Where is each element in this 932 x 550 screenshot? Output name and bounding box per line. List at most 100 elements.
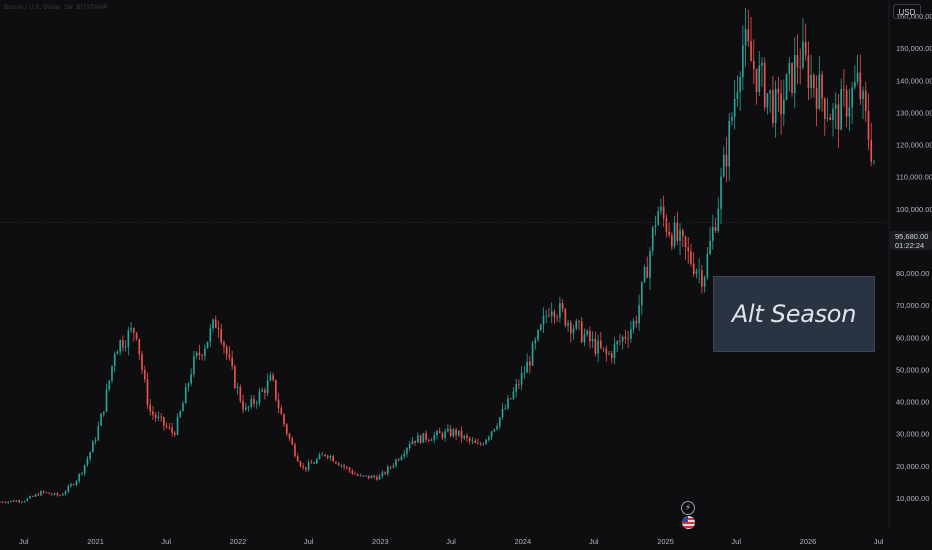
candle-body [285,424,288,434]
x-tick-label: Jul [19,537,29,546]
candle-body [414,440,416,443]
x-tick-label: Jul [446,537,456,546]
candle-body [556,317,558,319]
candle-body [624,336,627,339]
x-tick-label: Jul [589,537,599,546]
alt-season-box[interactable]: Alt Season [713,276,875,352]
candle-body [780,93,782,115]
candle-body [518,384,520,385]
candle-body [867,110,870,141]
candle-body [564,309,567,326]
candle-body [318,454,321,460]
candle-body [152,411,154,415]
candle-body [94,440,97,442]
currency-selector[interactable]: USD [893,4,921,19]
candle-body [474,440,477,443]
candle-body [602,347,605,349]
candle-body [630,329,632,339]
us-flag-icon[interactable] [682,516,695,529]
candle-body [100,413,102,426]
candle-body [346,467,348,468]
candle-body [731,116,733,121]
candle-body [294,444,296,457]
candle-body [545,315,548,317]
candle-body [436,431,438,436]
candle-body [326,455,329,458]
candle-body [635,320,638,324]
candle-body [864,90,867,111]
candle-body [755,68,758,93]
candle-body [253,398,255,404]
y-tick-label: 120,000.00 [896,141,932,150]
candle-body [509,398,512,400]
candle-body [681,230,684,237]
candle-body [102,411,105,414]
candle-body [307,462,310,470]
candle-body [247,406,250,408]
candle-body [862,90,864,99]
candle-body [220,329,223,343]
y-tick-label: 160,000.00 [896,12,932,21]
candle-body [154,414,157,419]
candle-body [829,117,832,121]
candle-body [600,340,602,348]
candle-body [157,416,160,419]
candle-body [195,352,198,357]
candle-body [859,72,862,99]
candle-body [234,366,236,389]
candle-body [362,475,365,477]
x-tick-label: Jul [161,537,171,546]
candle-body [430,440,433,441]
candle-body [61,494,64,496]
candle-body [823,98,826,119]
candle-body [479,443,482,445]
candle-body [550,311,553,316]
candle-body [676,222,679,241]
candle-body [501,409,504,418]
candle-body [490,431,493,437]
candle-body [400,456,403,460]
candle-body [223,342,225,347]
candle-body [190,374,192,384]
candle-body [348,467,351,471]
candle-body [534,339,537,344]
candle-body [367,475,370,479]
candle-body [143,369,146,380]
y-tick-label: 100,000.00 [896,205,932,214]
candle-body [843,89,845,91]
candle-body [821,74,823,99]
candle-body [275,379,277,400]
candle-body [698,270,700,272]
candle-body [692,263,695,274]
candle-body [482,443,485,445]
candle-body [23,501,26,502]
candle-body [365,475,367,477]
candle-body [763,62,766,108]
candle-body [569,322,572,334]
candle-body [359,475,362,477]
candle-body [381,472,384,476]
candle-body [638,305,640,324]
candle-body [717,208,720,232]
candle-body [632,320,635,330]
candle-body [53,493,56,495]
candle-body [239,386,242,401]
candle-body [441,433,444,438]
candle-body [834,104,837,109]
flash-icon[interactable]: ⚡ [681,501,695,515]
candle-body [70,484,72,487]
candle-body [406,448,408,454]
current-price-tag: 95,680.00 01:22:24 [890,231,932,250]
candle-body [548,315,550,317]
candle-body [12,500,15,502]
candle-body [769,90,771,94]
candle-body [580,321,583,343]
candle-body [258,391,261,404]
candle-body [321,454,324,456]
candle-body [720,176,722,209]
candle-body [837,104,840,130]
candle-body [709,240,711,255]
candle-body [130,328,132,331]
